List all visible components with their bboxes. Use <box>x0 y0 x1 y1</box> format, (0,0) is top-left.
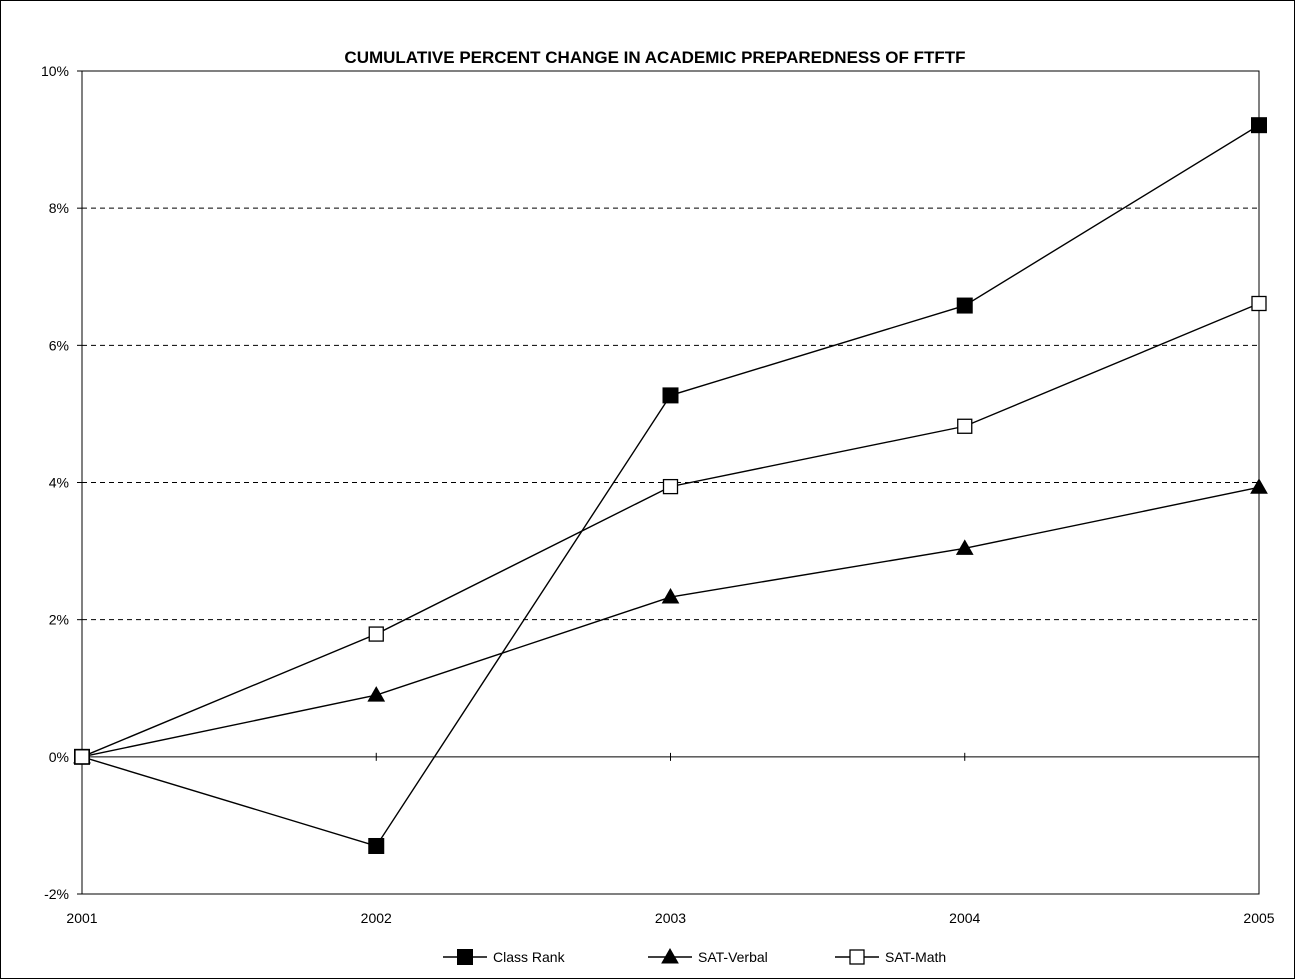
series-line <box>81 302 1260 758</box>
y-tick-label: 8% <box>49 200 69 216</box>
y-tick-label: 0% <box>49 749 69 765</box>
data-point <box>368 626 384 642</box>
y-tick-label: 6% <box>49 337 69 353</box>
legend-label: SAT-Verbal <box>698 949 768 965</box>
series-layer <box>73 117 1268 854</box>
y-tick-label: -2% <box>44 886 69 902</box>
y-tick-label: 4% <box>49 475 69 491</box>
axes: -2% 0% 2% 4% 6% 8% 10% 2001 2002 2003 2004 2005 <box>41 63 1275 926</box>
data-point <box>1251 295 1267 312</box>
data-point <box>662 478 679 495</box>
legend: Class Rank SAT-Verbal SAT-Math <box>443 947 946 965</box>
data-point <box>367 686 386 702</box>
legend-marker <box>457 949 473 965</box>
x-tick-label: 2004 <box>949 910 980 926</box>
data-point <box>1250 478 1268 494</box>
legend-item: Class Rank <box>443 949 566 965</box>
x-tick-label: 2002 <box>361 910 392 926</box>
legend-label: Class Rank <box>493 949 566 965</box>
x-tick-label: 2005 <box>1243 910 1274 926</box>
series-line <box>81 486 1260 758</box>
legend-item: SAT-Verbal <box>648 947 768 965</box>
chart-title: CUMULATIVE PERCENT CHANGE IN ACADEMIC PR… <box>344 48 965 67</box>
data-point <box>74 749 90 765</box>
y-tick-label: 2% <box>49 612 69 628</box>
legend-item: SAT-Math <box>835 949 946 965</box>
legend-marker <box>849 949 865 965</box>
data-point <box>662 387 679 404</box>
series-sat-verbal <box>73 478 1268 764</box>
data-point <box>957 418 973 434</box>
legend-label: SAT-Math <box>885 949 946 965</box>
gridlines <box>82 207 1259 621</box>
data-point <box>661 588 680 604</box>
data-point <box>955 539 974 555</box>
data-point <box>1251 117 1267 134</box>
data-point <box>368 837 385 854</box>
x-tick-label: 2003 <box>655 910 686 926</box>
y-tick-label: 10% <box>41 63 69 79</box>
legend-marker <box>661 947 679 964</box>
x-tick-label: 2001 <box>66 910 97 926</box>
data-point <box>956 297 973 314</box>
series-sat-math <box>74 295 1267 765</box>
